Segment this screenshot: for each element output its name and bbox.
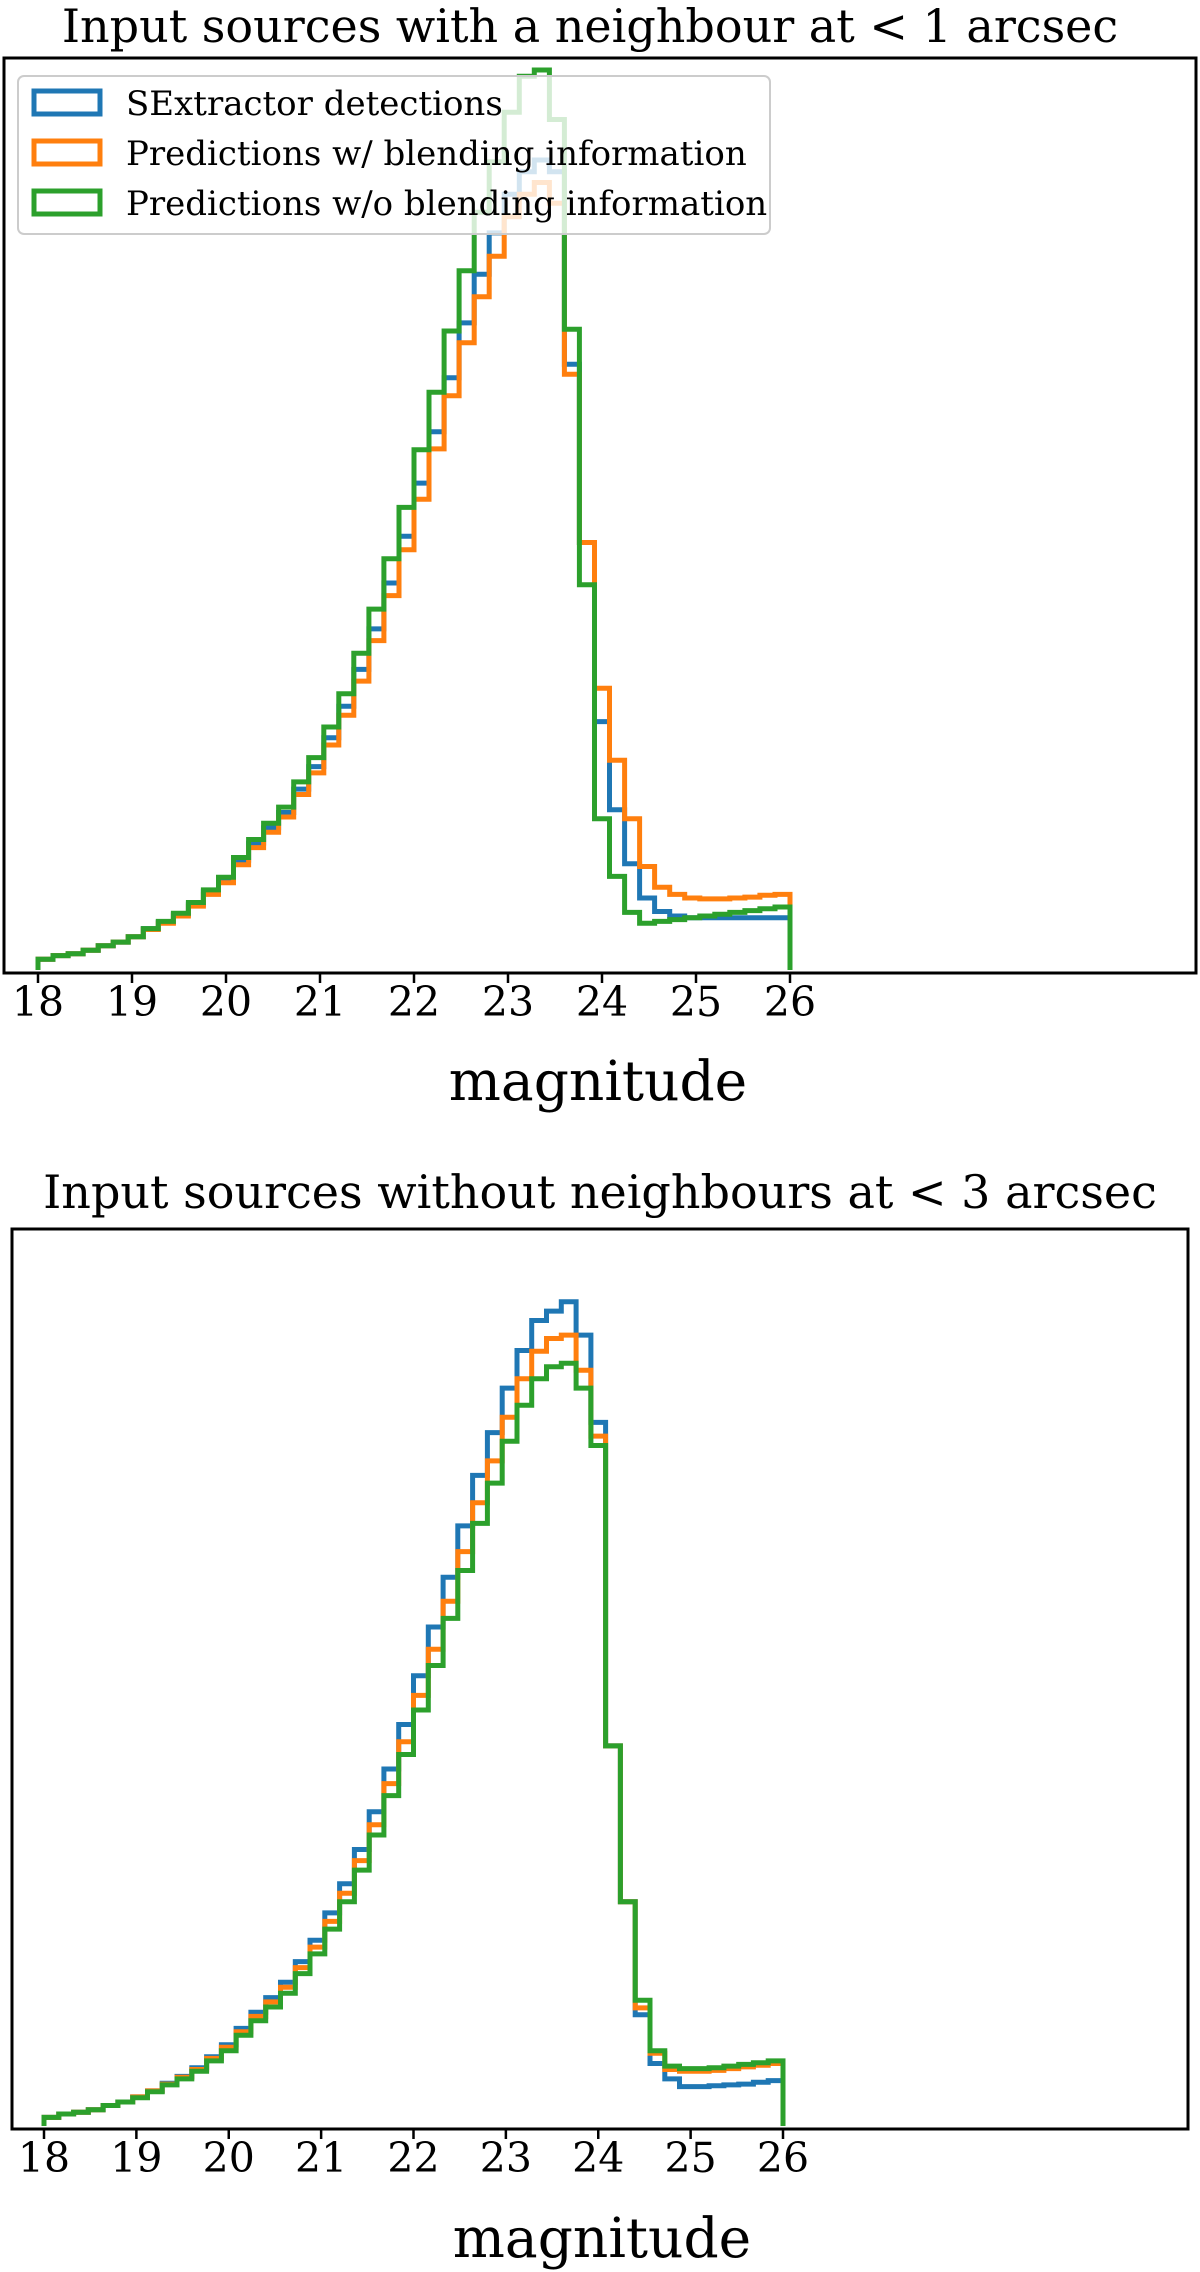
- x-tick-label-22: 22: [388, 978, 440, 1026]
- plot-area-frame: [10, 1227, 1190, 2131]
- histogram-panel-no-neighbours-3-arcsec: Input sources without neighbours at < 3 …: [10, 1165, 1190, 2270]
- x-axis-label: magnitude: [453, 2206, 751, 2270]
- x-tick-label-20: 20: [203, 2134, 255, 2182]
- x-axis-ticks: 18 19 20 21 22 23 24 25 26: [12, 973, 816, 1026]
- legend: SExtractor detections Predictions w/ ble…: [17, 75, 771, 235]
- histogram-series-without_blending: [35, 67, 793, 970]
- x-tick-label-22: 22: [387, 2134, 439, 2182]
- x-axis-ticks: 18 19 20 21 22 23 24 25 26: [18, 2129, 809, 2182]
- histogram-series-without_blending: [41, 1360, 786, 2126]
- histogram-panel-neighbour-1-arcsec: Input sources with a neighbour at < 1 ar…: [2, 0, 1198, 1113]
- chart-title: Input sources without neighbours at < 3 …: [43, 1165, 1157, 1219]
- legend-label-with-blending: Predictions w/ blending information: [126, 134, 747, 174]
- legend-swatch-sextractor: [31, 88, 103, 117]
- x-tick-label-18: 18: [18, 2134, 70, 2182]
- x-tick-label-21: 21: [294, 978, 346, 1026]
- x-tick-label-19: 19: [110, 2134, 162, 2182]
- x-tick-label-21: 21: [295, 2134, 347, 2182]
- legend-box: [17, 75, 771, 235]
- series-layer: [41, 1299, 786, 2126]
- x-tick-label-23: 23: [482, 978, 534, 1026]
- x-tick-label-20: 20: [200, 978, 252, 1026]
- x-tick-label-24: 24: [572, 2134, 624, 2182]
- x-tick-label-23: 23: [480, 2134, 532, 2182]
- chart-title: Input sources with a neighbour at < 1 ar…: [62, 0, 1118, 53]
- legend-swatch-with-blending: [31, 138, 103, 167]
- series-layer: [35, 67, 793, 970]
- plot-area-frame: [2, 56, 1198, 975]
- legend-label-sextractor: SExtractor detections: [126, 84, 503, 124]
- histogram-series-sextractor: [35, 157, 793, 970]
- x-tick-label-25: 25: [670, 978, 722, 1026]
- histogram-series-with_blending: [35, 180, 793, 970]
- x-tick-label-26: 26: [764, 978, 816, 1026]
- x-tick-label-24: 24: [576, 978, 628, 1026]
- x-tick-label-26: 26: [757, 2134, 809, 2182]
- x-tick-label-25: 25: [665, 2134, 717, 2182]
- x-tick-label-18: 18: [12, 978, 64, 1026]
- legend-swatch-without-blending: [31, 188, 103, 217]
- x-axis-label: magnitude: [449, 1049, 747, 1113]
- x-tick-label-19: 19: [106, 978, 158, 1026]
- legend-label-without-blending: Predictions w/o blending information: [126, 184, 767, 224]
